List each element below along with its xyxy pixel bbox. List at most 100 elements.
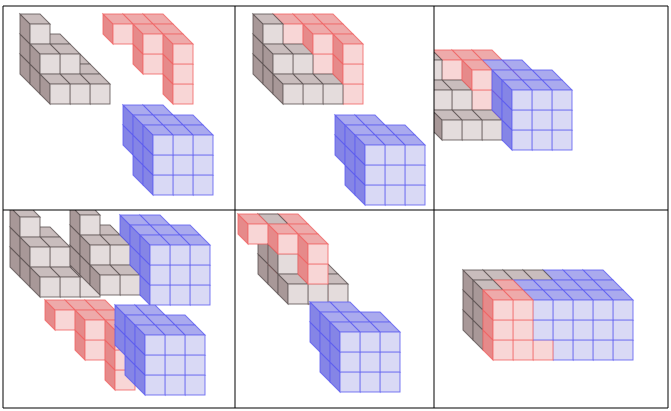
cube-front-face — [292, 53, 314, 75]
gray-cube — [69, 210, 102, 237]
cube-front-face — [172, 83, 194, 105]
cube-front-face — [531, 109, 553, 131]
cube-front-face — [364, 164, 386, 186]
cube-front-face — [379, 331, 401, 353]
cube-front-face — [169, 264, 191, 286]
cube-front-face — [152, 154, 174, 176]
cube-front-face — [277, 253, 299, 275]
cube-front-face — [89, 83, 111, 105]
cube-front-face — [342, 83, 364, 105]
cube-front-face — [89, 244, 111, 266]
cube-front-face — [471, 69, 493, 91]
blue-cube — [500, 78, 534, 112]
cube-front-face — [434, 59, 443, 81]
gray-cube — [434, 51, 444, 81]
cube-front-face — [307, 283, 329, 305]
cube-front-face — [512, 339, 534, 361]
piece-group — [308, 300, 402, 394]
cube-front-face — [184, 374, 206, 396]
piece-group — [236, 212, 350, 306]
cube-front-face — [359, 371, 381, 393]
cube-front-face — [49, 83, 71, 105]
table-grid — [2, 5, 669, 409]
cube-front-face — [59, 53, 81, 75]
cube-front-face — [492, 319, 514, 341]
cube-side-face — [422, 100, 432, 130]
gray-cube — [18, 12, 52, 46]
cube-front-face — [29, 246, 51, 268]
cube-front-face — [172, 134, 194, 156]
cube-front-face — [69, 83, 91, 105]
cube-front-face — [492, 339, 514, 361]
cube-front-face — [441, 59, 463, 81]
cube-front-face — [532, 299, 554, 321]
cell-3 — [422, 48, 574, 152]
red-cube — [161, 32, 195, 66]
cube-front-face — [277, 233, 299, 255]
blue-cube — [141, 123, 175, 157]
cell-5 — [236, 212, 402, 394]
cube-front-face — [312, 53, 334, 75]
cube-front-face — [84, 319, 106, 341]
cube-front-face — [339, 371, 361, 393]
cube-front-face — [342, 43, 364, 65]
cube-front-face — [552, 299, 574, 321]
cube-front-face — [384, 164, 406, 186]
piece-group — [113, 303, 207, 397]
red-cube — [460, 58, 494, 92]
cube-front-face — [172, 174, 194, 196]
cube-front-face — [184, 354, 206, 376]
gray-cube — [78, 233, 112, 267]
cube-front-face — [29, 23, 51, 45]
gray-cube — [271, 72, 305, 106]
red-cube — [331, 32, 365, 66]
cube-front-face — [307, 243, 329, 265]
cube-front-face — [612, 319, 634, 341]
cube-front-face — [531, 89, 553, 111]
blue-cube — [328, 320, 362, 354]
gray-cube — [28, 265, 62, 299]
cube-front-face — [59, 276, 81, 298]
cube-front-face — [512, 299, 534, 321]
cube-front-face — [149, 264, 171, 286]
cube-front-face — [511, 109, 533, 131]
blue-cube — [353, 133, 387, 167]
cube-front-face — [287, 283, 309, 305]
red-cube — [296, 232, 330, 266]
cube-front-face — [511, 89, 533, 111]
cell-2 — [251, 12, 427, 207]
cube-front-face — [492, 299, 514, 321]
cube-front-face — [144, 334, 166, 356]
cube-front-face — [384, 144, 406, 166]
cube-front-face — [272, 53, 294, 75]
cube-front-face — [592, 319, 614, 341]
piece-group — [121, 103, 215, 197]
gray-cube — [434, 79, 454, 111]
red-cube — [236, 212, 270, 246]
cube-front-face — [404, 184, 426, 206]
cube-front-face — [84, 339, 106, 361]
cube-front-face — [192, 174, 214, 196]
cube-front-face — [49, 246, 71, 268]
cube-front-face — [551, 109, 573, 131]
cell-6 — [461, 268, 635, 362]
cube-front-face — [572, 319, 594, 341]
cube-front-face — [152, 134, 174, 156]
cube-front-face — [164, 334, 186, 356]
gray-cube — [18, 235, 52, 269]
cube-front-face — [379, 371, 401, 393]
cube-front-face — [172, 43, 194, 65]
red-cube — [43, 298, 77, 332]
cube-front-face — [307, 263, 329, 285]
cube-front-face — [19, 216, 41, 238]
cube-front-face — [192, 134, 214, 156]
cube-front-face — [359, 331, 381, 353]
red-cube — [73, 308, 107, 342]
gray-cube — [9, 210, 42, 239]
red-cube — [301, 22, 335, 56]
piece-group — [461, 268, 635, 362]
cube-front-face — [379, 351, 401, 373]
cube-front-face — [119, 274, 141, 296]
cube-front-face — [364, 144, 386, 166]
